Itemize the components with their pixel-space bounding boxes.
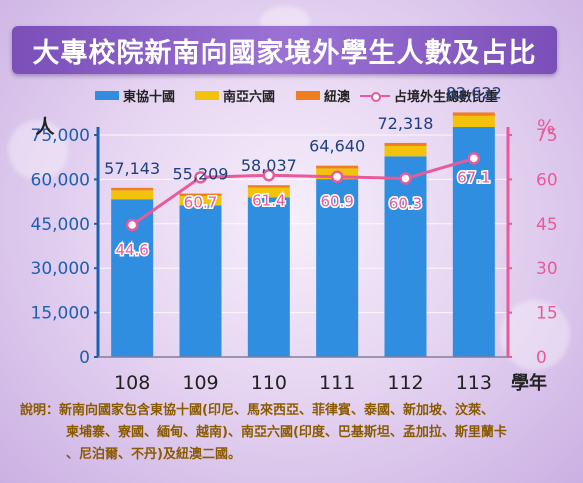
y-right-tick-label: 30	[536, 259, 558, 279]
tick-labels: 0 15,000 30,000 45,000 60,000 75,000 0 15 30 45 60…	[31, 116, 558, 394]
legend-swatch-southasia	[195, 91, 219, 100]
bar-anz	[452, 112, 495, 116]
bar-southasia	[111, 190, 154, 200]
bar-anz	[384, 142, 427, 146]
x-tick-label: 113	[456, 372, 492, 394]
bars	[111, 112, 495, 358]
legend-swatch-asean	[95, 91, 119, 100]
ratio-label: 60.3	[389, 195, 422, 213]
y-right-unit: %	[537, 116, 555, 138]
legend: 東協十國 南亞六國 紐澳 占境外生總數比重	[0, 86, 583, 105]
x-tick-label: 109	[182, 372, 218, 394]
chart-area: 0 15,000 30,000 45,000 60,000 75,000 0 15 30 45 60…	[31, 83, 558, 394]
legend-label-anz: 紐澳	[324, 90, 351, 105]
total-label: 55,209	[173, 165, 229, 184]
title-banner: 大專校院新南向國家境外學生人數及占比	[12, 26, 557, 74]
ratio-label: 44.6	[115, 241, 148, 259]
legend-label-southasia: 南亞六國	[223, 90, 276, 105]
bar-southasia	[384, 145, 427, 157]
chart-title: 大專校院新南向國家境外學生人數及占比	[32, 37, 537, 69]
ratio-line	[131, 156, 475, 227]
note-line-3: 、尼泊爾、不丹)及紐澳二國。	[66, 447, 241, 462]
bar-anz	[247, 185, 290, 188]
ratio-point	[194, 171, 207, 184]
bar-asean	[316, 179, 359, 357]
note-row-1: 說明： 新南向國家包含東協十國(印尼、馬來西亞、菲律賓、泰國、新加坡、汶萊、	[20, 400, 570, 422]
ratio-label: 67.1	[457, 168, 490, 186]
legend-item-asean: 東協十國	[95, 86, 175, 105]
total-label: 64,640	[309, 137, 365, 156]
ratio-point	[330, 170, 344, 183]
ratio-label: 60.9	[320, 193, 353, 211]
bar-southasia	[452, 115, 495, 128]
ratio-label: 60.7	[184, 193, 217, 211]
y-left-tick-label: 75,000	[31, 126, 90, 146]
total-label: 57,143	[104, 159, 160, 178]
y-left-tick-label: 0	[79, 348, 90, 368]
legend-item-ratio: 占境外生總數比重	[360, 86, 498, 105]
ratio-label: 61.4	[252, 191, 285, 209]
note-block: 說明： 新南向國家包含東協十國(印尼、馬來西亞、菲律賓、泰國、新加坡、汶萊、 柬…	[20, 400, 570, 466]
note-label: 說明：	[20, 403, 60, 418]
x-tick-label: 111	[319, 372, 355, 394]
y-right-tick-label: 45	[536, 215, 558, 235]
y-right-tick-label: 60	[536, 170, 558, 190]
background-bokeh	[8, 120, 68, 180]
x-axis-unit: 學年	[511, 372, 547, 394]
bar-asean	[247, 197, 290, 357]
bar-anz	[179, 193, 222, 196]
y-right-tick-label: 15	[536, 304, 558, 324]
y-left-unit: 人	[35, 116, 55, 138]
bar-anz	[111, 187, 154, 191]
legend-label-ratio: 占境外生總數比重	[394, 90, 499, 105]
data-labels: 57,143 55,209 58,037 64,640 72,318 82,622 44.6…	[104, 83, 502, 260]
x-tick-label: 112	[387, 372, 423, 394]
total-label: 72,318	[378, 114, 434, 133]
ratio-line-layer	[125, 152, 481, 232]
bar-asean	[179, 205, 222, 357]
y-left-tick-label: 15,000	[31, 304, 90, 324]
x-tick-label: 110	[251, 372, 287, 394]
bar-southasia	[247, 187, 290, 198]
y-right-tick-label: 0	[536, 348, 547, 368]
legend-item-southasia: 南亞六國	[195, 86, 275, 105]
bar-anz	[316, 165, 359, 169]
y-left-tick-label: 60,000	[31, 170, 90, 190]
legend-item-anz: 紐澳	[296, 86, 350, 105]
ratio-point	[399, 172, 412, 185]
y-right-tick-label: 75	[536, 126, 558, 146]
legend-swatch-anz	[296, 91, 320, 100]
grid	[98, 134, 508, 314]
y-left-tick-label: 45,000	[31, 215, 90, 235]
bar-southasia	[179, 195, 222, 206]
legend-label-asean: 東協十國	[123, 90, 176, 105]
legend-line-marker	[360, 90, 390, 102]
total-label: 82,622	[446, 83, 502, 102]
y-left-tick-label: 30,000	[31, 259, 90, 279]
note-line-1: 新南向國家包含東協十國(印尼、馬來西亞、菲律賓、泰國、新加坡、汶萊、	[59, 403, 494, 418]
bar-asean	[452, 127, 495, 358]
total-label: 58,037	[241, 156, 297, 175]
ratio-point	[467, 152, 481, 165]
note-line-2: 柬埔寨、寮國、緬甸、越南)、南亞六國(印度、巴基斯坦、孟加拉、斯里蘭卡	[66, 425, 507, 440]
bar-asean	[384, 156, 427, 357]
axes	[96, 127, 510, 358]
ratio-point	[125, 218, 139, 232]
x-tick-label: 108	[114, 372, 150, 394]
ratio-point	[262, 169, 276, 182]
